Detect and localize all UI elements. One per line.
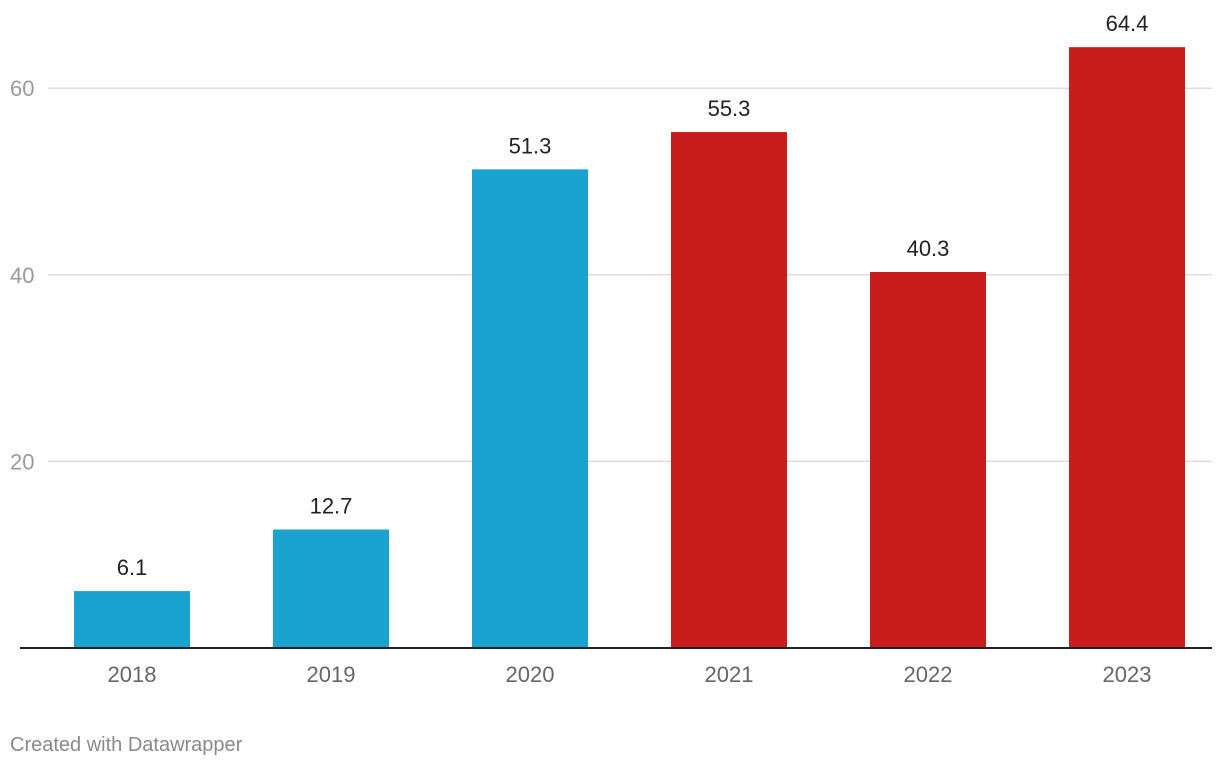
credit-text: Created with Datawrapper <box>10 734 243 756</box>
x-tick-label-2021: 2021 <box>705 662 754 687</box>
gridlines <box>48 87 1212 463</box>
x-tick-label-2018: 2018 <box>108 662 157 687</box>
y-tick-label: 60 <box>10 76 34 101</box>
data-label-2020: 51.3 <box>509 133 552 158</box>
data-label-2023: 64.4 <box>1106 11 1149 36</box>
bar-2022 <box>870 272 986 648</box>
x-tick-label-2022: 2022 <box>904 662 953 687</box>
y-tick-label: 20 <box>10 449 34 474</box>
data-label-2021: 55.3 <box>708 96 751 121</box>
data-label-2022: 40.3 <box>907 236 950 261</box>
bar-2018 <box>74 591 190 648</box>
data-label-2018: 6.1 <box>117 555 148 580</box>
bar-2020 <box>472 169 588 648</box>
x-tick-label-2019: 2019 <box>307 662 356 687</box>
y-tick-label: 40 <box>10 263 34 288</box>
bar-2021 <box>671 132 787 648</box>
labels: 20 40 60 6.1 2018 12.7 2019 51.3 2020 55.3 2021 40.… <box>10 11 1151 687</box>
x-tick-label-2020: 2020 <box>506 662 555 687</box>
bar-2019 <box>273 529 389 648</box>
data-label-2019: 12.7 <box>310 494 353 519</box>
bar-2023 <box>1069 47 1185 648</box>
x-tick-label-2023: 2023 <box>1103 662 1152 687</box>
bars <box>74 47 1185 648</box>
